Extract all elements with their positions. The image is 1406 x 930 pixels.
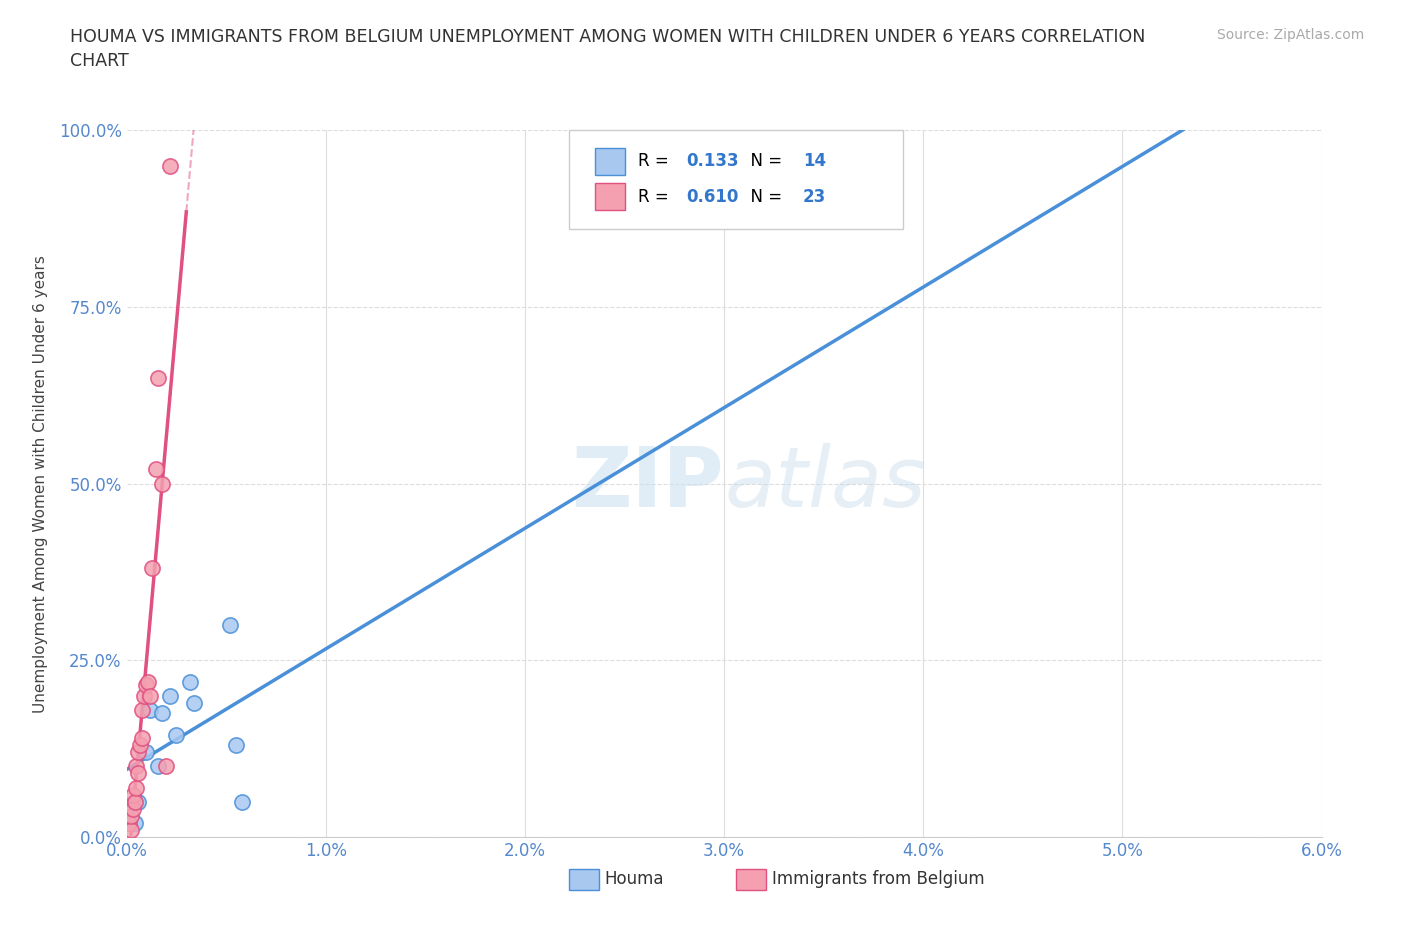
- Point: [231, 794, 253, 809]
- Point: [135, 745, 157, 760]
- Point: [148, 759, 170, 774]
- Text: Source: ZipAtlas.com: Source: ZipAtlas.com: [1216, 28, 1364, 42]
- Point: [127, 766, 149, 781]
- Point: [124, 794, 146, 809]
- Text: ZIP: ZIP: [572, 443, 724, 525]
- Point: [134, 688, 156, 703]
- Text: 0.610: 0.610: [686, 188, 738, 206]
- Point: [183, 696, 205, 711]
- Point: [121, 787, 143, 802]
- Point: [127, 794, 149, 809]
- Point: [124, 794, 146, 809]
- Point: [225, 737, 247, 752]
- Text: R =: R =: [638, 153, 673, 170]
- Point: [219, 618, 242, 632]
- Text: 0.133: 0.133: [686, 153, 738, 170]
- Point: [127, 745, 149, 760]
- Point: [125, 759, 148, 774]
- Point: [129, 737, 152, 752]
- Point: [120, 822, 142, 837]
- Point: [179, 674, 201, 689]
- Point: [150, 706, 174, 721]
- Point: [117, 816, 139, 830]
- Point: [120, 808, 142, 823]
- Point: [145, 462, 167, 477]
- FancyBboxPatch shape: [737, 869, 766, 890]
- Text: Immigrants from Belgium: Immigrants from Belgium: [772, 870, 984, 888]
- FancyBboxPatch shape: [568, 130, 903, 229]
- Text: R =: R =: [638, 188, 673, 206]
- Point: [139, 702, 162, 717]
- FancyBboxPatch shape: [568, 869, 599, 890]
- Point: [159, 158, 181, 173]
- Point: [131, 731, 153, 746]
- Point: [121, 802, 143, 817]
- Text: atlas: atlas: [724, 443, 925, 525]
- Point: [159, 688, 181, 703]
- Text: 23: 23: [803, 188, 827, 206]
- Text: HOUMA VS IMMIGRANTS FROM BELGIUM UNEMPLOYMENT AMONG WOMEN WITH CHILDREN UNDER 6 : HOUMA VS IMMIGRANTS FROM BELGIUM UNEMPLO…: [70, 28, 1146, 70]
- Point: [148, 370, 170, 385]
- Text: N =: N =: [740, 153, 787, 170]
- Point: [124, 816, 146, 830]
- Point: [138, 674, 160, 689]
- Y-axis label: Unemployment Among Women with Children Under 6 years: Unemployment Among Women with Children U…: [32, 255, 48, 712]
- FancyBboxPatch shape: [595, 183, 624, 210]
- FancyBboxPatch shape: [595, 148, 624, 175]
- Text: Houma: Houma: [605, 870, 664, 888]
- Text: 14: 14: [803, 153, 827, 170]
- Point: [135, 678, 157, 693]
- Text: N =: N =: [740, 188, 787, 206]
- Point: [150, 476, 174, 491]
- Point: [155, 759, 177, 774]
- Point: [165, 727, 187, 742]
- Point: [141, 561, 163, 576]
- Point: [139, 688, 162, 703]
- Point: [125, 780, 148, 795]
- Point: [131, 702, 153, 717]
